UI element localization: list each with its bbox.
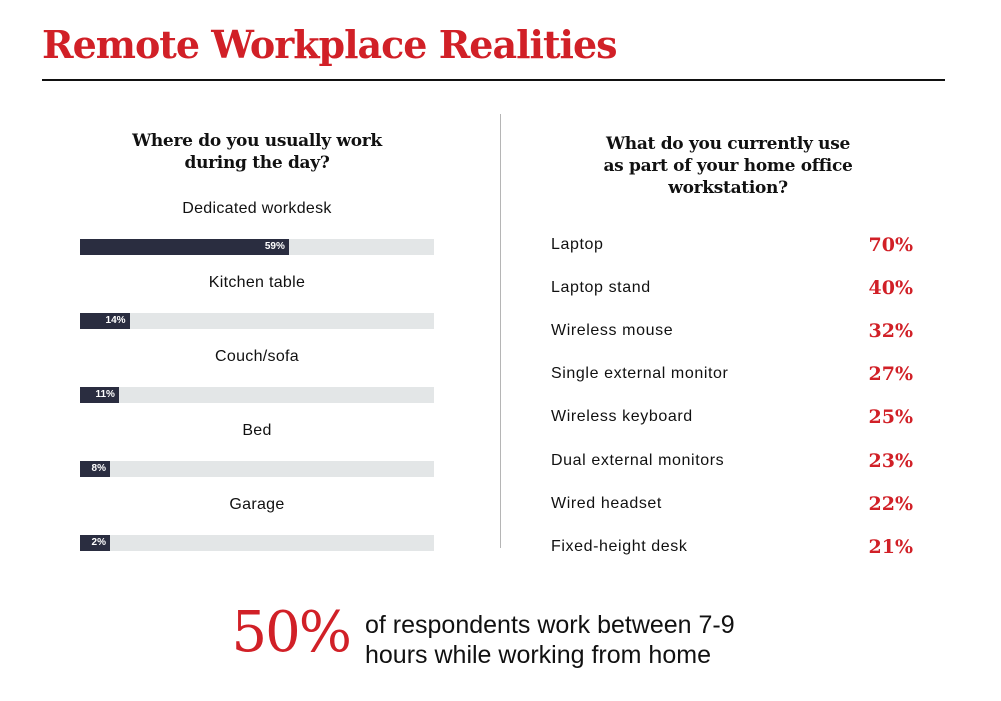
equipment-label: Wired headset bbox=[551, 495, 662, 512]
bar: 11% bbox=[80, 387, 119, 403]
equipment-value: 70% bbox=[868, 234, 914, 256]
left-question-line: during the day? bbox=[184, 153, 330, 173]
stat-text: of respondents work between 7-9 hours wh… bbox=[365, 610, 805, 670]
bar-category-label: Dedicated workdesk bbox=[182, 200, 332, 217]
stat-text-line: hours while working from home bbox=[365, 641, 711, 669]
equipment-value: 27% bbox=[868, 363, 914, 385]
bar-track: 14% bbox=[80, 313, 434, 329]
bar: 14% bbox=[80, 313, 130, 329]
bar-value-label: 14% bbox=[105, 315, 126, 326]
bar-value-label: 2% bbox=[91, 537, 106, 548]
equipment-value: 40% bbox=[868, 277, 914, 299]
equipment-row: Single external monitor 27% bbox=[551, 363, 913, 387]
equipment-value: 23% bbox=[868, 450, 914, 472]
equipment-row: Wired headset 22% bbox=[551, 493, 913, 517]
equipment-row: Wireless mouse 32% bbox=[551, 320, 913, 344]
equipment-value: 25% bbox=[868, 406, 914, 428]
bar-category-label: Kitchen table bbox=[208, 274, 306, 291]
left-question: Where do you usually work during the day… bbox=[80, 130, 434, 174]
equipment-row: Fixed-height desk 21% bbox=[551, 536, 913, 560]
bar: 59% bbox=[80, 239, 289, 255]
bar-category-label: Couch/sofa bbox=[215, 348, 299, 365]
equipment-label: Single external monitor bbox=[551, 365, 729, 382]
bar-track: 11% bbox=[80, 387, 434, 403]
bar-value-label: 59% bbox=[264, 241, 285, 252]
bar-value-label: 8% bbox=[91, 463, 106, 474]
bar-track: 59% bbox=[80, 239, 434, 255]
right-question-line: as part of your home office bbox=[603, 156, 853, 176]
equipment-value: 21% bbox=[868, 536, 914, 558]
equipment-label: Laptop stand bbox=[551, 279, 651, 296]
equipment-label: Dual external monitors bbox=[551, 452, 725, 469]
right-question-line: What do you currently use bbox=[605, 134, 851, 154]
equipment-label: Wireless keyboard bbox=[551, 408, 693, 425]
bar-value-label: 11% bbox=[95, 389, 115, 400]
equipment-row: Laptop stand 40% bbox=[551, 277, 913, 301]
equipment-label: Laptop bbox=[551, 236, 604, 253]
bar-category-label: Bed bbox=[242, 422, 272, 439]
bar: 8% bbox=[80, 461, 110, 477]
bar-category-label: Garage bbox=[229, 496, 285, 513]
equipment-row: Laptop 70% bbox=[551, 234, 913, 258]
bar-track: 2% bbox=[80, 535, 434, 551]
equipment-label: Wireless mouse bbox=[551, 322, 674, 339]
bar: 2% bbox=[80, 535, 110, 551]
equipment-value: 22% bbox=[868, 493, 914, 515]
stat-text-line: of respondents work between 7-9 bbox=[365, 611, 735, 639]
left-question-line: Where do you usually work bbox=[132, 131, 382, 151]
title-rule bbox=[42, 79, 945, 81]
equipment-label: Fixed-height desk bbox=[551, 538, 688, 555]
equipment-row: Wireless keyboard 25% bbox=[551, 406, 913, 430]
equipment-row: Dual external monitors 23% bbox=[551, 450, 913, 474]
stat-number: 50% bbox=[231, 600, 352, 665]
bar-track: 8% bbox=[80, 461, 434, 477]
right-question-line: workstation? bbox=[668, 178, 788, 198]
page-title: Remote Workplace Realities bbox=[42, 22, 618, 67]
right-question: What do you currently use as part of you… bbox=[560, 133, 896, 199]
equipment-value: 32% bbox=[868, 320, 914, 342]
column-divider bbox=[500, 114, 501, 548]
